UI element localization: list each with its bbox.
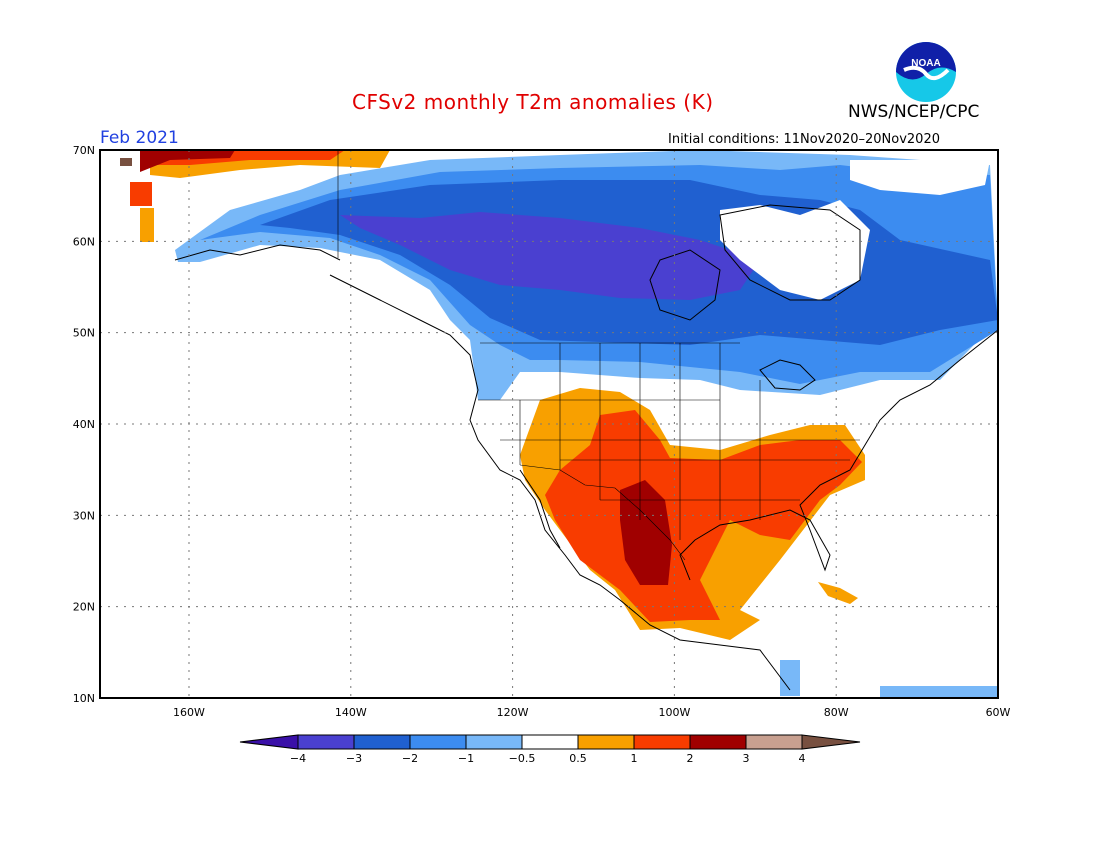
lat-tick-label: 10N bbox=[73, 692, 95, 705]
lon-tick-label: 100W bbox=[658, 706, 690, 719]
colorbar-label: −1 bbox=[458, 752, 474, 765]
initial-conditions: Initial conditions: 11Nov2020–20Nov2020 bbox=[668, 132, 940, 147]
lat-tick-label: 60N bbox=[73, 235, 95, 248]
gulf-coast bbox=[679, 329, 999, 581]
colorbar-swatch bbox=[465, 734, 523, 750]
map-frame bbox=[99, 149, 999, 699]
hudson-bay bbox=[649, 249, 721, 321]
borders bbox=[337, 150, 860, 561]
noaa-logo: NOAA bbox=[894, 40, 958, 104]
colorbar-swatch bbox=[577, 734, 635, 750]
colorbar-swatch bbox=[353, 734, 411, 750]
deep-blue-band bbox=[340, 212, 760, 300]
lon-tick-label: 120W bbox=[497, 706, 529, 719]
lon-tick-label: 80W bbox=[824, 706, 849, 719]
baja bbox=[519, 469, 561, 549]
colorbar-label: −4 bbox=[290, 752, 306, 765]
siberia-darkred bbox=[140, 150, 235, 172]
coastlines bbox=[174, 204, 999, 691]
alaska-coast bbox=[174, 244, 341, 261]
colorbar-label: 1 bbox=[631, 752, 638, 765]
greenland-coast bbox=[719, 204, 861, 301]
cuba-orange bbox=[818, 582, 858, 604]
chukotka-red bbox=[130, 182, 152, 206]
colorbar: −4 −3 −2 −1 −0.5 0.5 1 2 3 4 bbox=[239, 734, 861, 765]
arctic-white bbox=[850, 160, 990, 195]
caribbean-blue bbox=[880, 686, 998, 698]
colorbar-swatch bbox=[745, 734, 803, 750]
colorbar-swatch bbox=[409, 734, 467, 750]
central-america-blue bbox=[780, 660, 800, 696]
colorbar-label: 3 bbox=[743, 752, 750, 765]
noaa-logo-text: NOAA bbox=[911, 58, 940, 69]
us-red bbox=[545, 410, 862, 622]
colorbar-label: −3 bbox=[346, 752, 362, 765]
agency-label: NWS/NCEP/CPC bbox=[848, 102, 980, 122]
mexico-darkred bbox=[620, 480, 672, 585]
colorbar-label: 0.5 bbox=[569, 752, 587, 765]
colorbar-label: 4 bbox=[799, 752, 806, 765]
lat-tick-label: 70N bbox=[73, 144, 95, 157]
colorbar-right-arrow bbox=[801, 734, 861, 750]
lon-tick-label: 140W bbox=[335, 706, 367, 719]
colorbar-swatch bbox=[521, 734, 579, 750]
lat-tick-label: 20N bbox=[73, 601, 95, 614]
colorbar-left-arrow bbox=[239, 734, 299, 750]
latitude-labels: 70N 60N 50N 40N 30N 20N 10N bbox=[73, 144, 95, 705]
colorbar-label: −2 bbox=[402, 752, 418, 765]
siberia-brown bbox=[120, 158, 132, 166]
lat-tick-label: 30N bbox=[73, 509, 95, 522]
great-lakes bbox=[759, 359, 816, 391]
lat-tick-label: 40N bbox=[73, 418, 95, 431]
lat-tick-label: 50N bbox=[73, 327, 95, 340]
colorbar-swatch bbox=[633, 734, 691, 750]
chart-title: CFSv2 monthly T2m anomalies (K) bbox=[352, 90, 714, 114]
colorbar-label: 2 bbox=[687, 752, 694, 765]
anomaly-shading bbox=[120, 150, 998, 698]
longitude-labels: 160W 140W 120W 100W 80W 60W bbox=[173, 706, 1011, 719]
colorbar-label: −0.5 bbox=[509, 752, 536, 765]
chukotka-orange bbox=[140, 208, 154, 242]
greenland-white bbox=[720, 200, 870, 300]
colorbar-swatch bbox=[297, 734, 355, 750]
forecast-period: Feb 2021 bbox=[100, 128, 179, 148]
lon-tick-label: 60W bbox=[986, 706, 1011, 719]
lon-tick-label: 160W bbox=[173, 706, 205, 719]
graticule bbox=[100, 150, 998, 698]
colorbar-swatch bbox=[689, 734, 747, 750]
west-coast bbox=[329, 274, 791, 691]
